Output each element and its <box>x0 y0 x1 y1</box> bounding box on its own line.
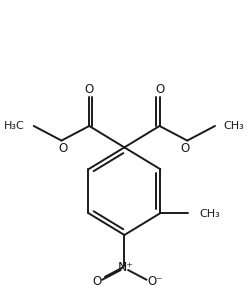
Text: CH₃: CH₃ <box>199 209 220 219</box>
Text: O: O <box>85 84 94 97</box>
Text: O⁻: O⁻ <box>147 275 163 288</box>
Text: H₃C: H₃C <box>4 121 25 131</box>
Text: N⁺: N⁺ <box>118 261 134 273</box>
Text: O: O <box>59 142 68 155</box>
Text: CH₃: CH₃ <box>223 121 244 131</box>
Text: O: O <box>181 142 190 155</box>
Text: O: O <box>92 275 101 288</box>
Text: O: O <box>155 84 164 97</box>
